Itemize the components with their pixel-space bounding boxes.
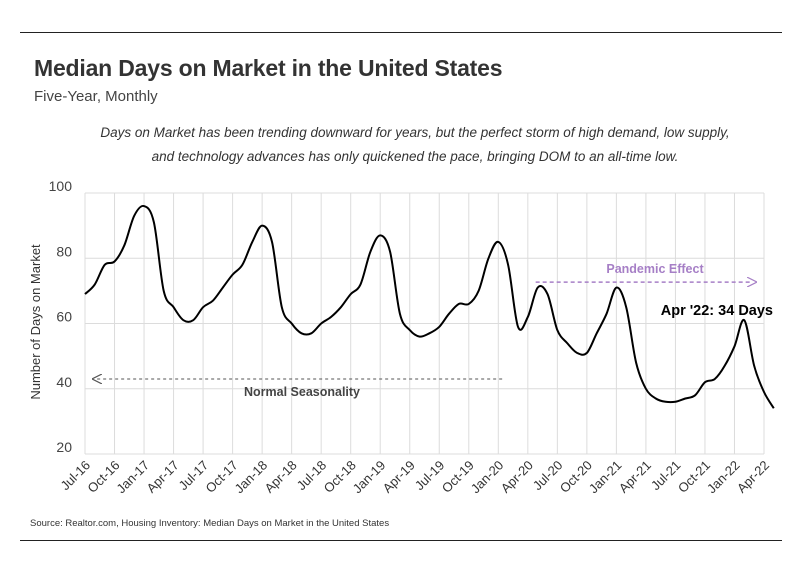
x-tick-label: Jan-19 <box>350 458 389 497</box>
normal-seasonality-label: Normal Seasonality <box>244 385 360 399</box>
chart-title: Median Days on Market in the United Stat… <box>34 55 503 81</box>
top-rule <box>20 32 782 33</box>
x-tick-label: Apr-17 <box>143 458 181 496</box>
bottom-rule <box>20 540 782 541</box>
y-axis-label: Number of Days on Market <box>28 244 43 400</box>
x-tick-label: Apr-22 <box>734 458 772 496</box>
x-tick-label: Jan-20 <box>468 458 507 497</box>
x-tick-label: Jan-18 <box>232 458 271 497</box>
x-tick-label: Apr-18 <box>262 458 300 496</box>
y-tick-label: 20 <box>56 439 72 455</box>
chart-subtitle: Five-Year, Monthly <box>34 88 158 105</box>
x-tick-label: Jan-22 <box>704 458 743 497</box>
y-tick-label: 40 <box>56 374 72 390</box>
latest-value-label: Apr '22: 34 Days <box>661 303 773 319</box>
annotations: Normal Seasonality Pandemic Effect Apr '22… <box>97 262 773 399</box>
y-tick-label: 100 <box>49 178 73 194</box>
x-tick-label: Apr-19 <box>380 458 418 496</box>
series-line <box>84 204 775 409</box>
x-axis-ticks: Jul-16Oct-16Jan-17Apr-17Jul-17Oct-17Jan-… <box>57 458 772 497</box>
y-tick-label: 60 <box>56 309 72 325</box>
pandemic-effect-label: Pandemic Effect <box>606 262 704 276</box>
x-tick-label: Jan-21 <box>586 458 625 497</box>
source-note: Source: Realtor.com, Housing Inventory: … <box>30 518 390 529</box>
y-axis-ticks: 20 40 60 80 100 <box>49 178 73 455</box>
chart-description: Days on Market has been trending downwar… <box>100 125 730 164</box>
y-tick-label: 80 <box>56 243 72 259</box>
x-tick-label: Apr-21 <box>616 458 654 496</box>
x-tick-label: Apr-20 <box>498 458 536 496</box>
x-tick-label: Jan-17 <box>113 458 152 497</box>
grid-lines <box>84 192 765 455</box>
